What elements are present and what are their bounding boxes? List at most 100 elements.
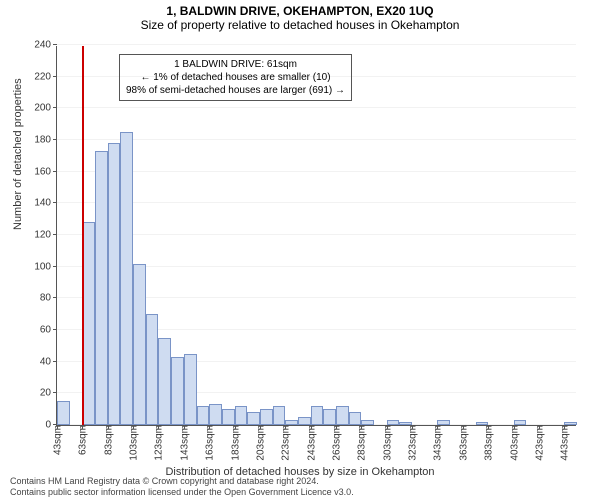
y-tick-mark xyxy=(53,139,57,140)
x-tick-mark xyxy=(108,425,109,429)
histogram-bar xyxy=(171,357,184,425)
histogram-bar xyxy=(108,143,121,425)
y-tick-label: 60 xyxy=(40,325,57,336)
y-tick-mark xyxy=(53,202,57,203)
x-tick-label: 423sqm xyxy=(532,425,545,461)
x-tick-label: 403sqm xyxy=(507,425,520,461)
gridline xyxy=(57,76,576,77)
x-tick-label: 223sqm xyxy=(279,425,292,461)
x-tick-mark xyxy=(235,425,236,429)
histogram-bar xyxy=(120,132,133,425)
x-tick-label: 123sqm xyxy=(152,425,165,461)
y-tick-label: 180 xyxy=(34,135,57,146)
x-tick-label: 163sqm xyxy=(203,425,216,461)
x-tick-label: 103sqm xyxy=(127,425,140,461)
y-tick-mark xyxy=(53,392,57,393)
x-tick-mark xyxy=(82,425,83,429)
x-tick-mark xyxy=(57,425,58,429)
y-tick-label: 240 xyxy=(34,40,57,51)
gridline xyxy=(57,139,576,140)
plot-area: 1 BALDWIN DRIVE: 61sqm ← 1% of detached … xyxy=(56,46,576,426)
y-tick-label: 140 xyxy=(34,198,57,209)
x-tick-mark xyxy=(437,425,438,429)
x-tick-label: 363sqm xyxy=(456,425,469,461)
x-tick-mark xyxy=(361,425,362,429)
x-tick-mark xyxy=(133,425,134,429)
footer-line1: Contains HM Land Registry data © Crown c… xyxy=(10,476,354,487)
y-tick-mark xyxy=(53,44,57,45)
x-tick-label: 263sqm xyxy=(330,425,343,461)
y-tick-mark xyxy=(53,234,57,235)
y-tick-mark xyxy=(53,107,57,108)
histogram-bar xyxy=(349,412,362,425)
x-tick-mark xyxy=(488,425,489,429)
y-tick-mark xyxy=(53,297,57,298)
annotation-box: 1 BALDWIN DRIVE: 61sqm ← 1% of detached … xyxy=(119,54,352,101)
footer-attribution: Contains HM Land Registry data © Crown c… xyxy=(10,476,354,498)
y-tick-label: 100 xyxy=(34,261,57,272)
histogram-bar xyxy=(235,406,248,425)
x-tick-mark xyxy=(412,425,413,429)
histogram-bar xyxy=(336,406,349,425)
y-tick-label: 40 xyxy=(40,356,57,367)
histogram-bar xyxy=(57,401,70,425)
y-axis-label: Number of detached properties xyxy=(12,78,24,230)
x-tick-mark xyxy=(285,425,286,429)
x-tick-mark xyxy=(387,425,388,429)
histogram-bar xyxy=(158,338,171,425)
x-tick-label: 203sqm xyxy=(253,425,266,461)
histogram-bar xyxy=(260,409,273,425)
gridline xyxy=(57,44,576,45)
histogram-bar xyxy=(146,314,159,425)
y-tick-label: 80 xyxy=(40,293,57,304)
x-tick-mark xyxy=(260,425,261,429)
y-tick-mark xyxy=(53,171,57,172)
x-tick-mark xyxy=(158,425,159,429)
y-tick-label: 200 xyxy=(34,103,57,114)
footer-line2: Contains public sector information licen… xyxy=(10,487,354,498)
x-tick-mark xyxy=(184,425,185,429)
x-tick-label: 43sqm xyxy=(51,425,64,455)
x-tick-label: 303sqm xyxy=(380,425,393,461)
y-tick-mark xyxy=(53,361,57,362)
x-tick-mark xyxy=(311,425,312,429)
x-tick-mark xyxy=(336,425,337,429)
histogram-bar xyxy=(273,406,286,425)
chart-title-desc: Size of property relative to detached ho… xyxy=(0,18,600,32)
y-tick-mark xyxy=(53,76,57,77)
x-tick-mark xyxy=(564,425,565,429)
y-tick-mark xyxy=(53,266,57,267)
x-tick-label: 323sqm xyxy=(406,425,419,461)
annotation-line1: 1 BALDWIN DRIVE: 61sqm xyxy=(126,58,345,71)
x-tick-mark xyxy=(209,425,210,429)
annotation-line2: ← 1% of detached houses are smaller (10) xyxy=(126,71,345,84)
y-tick-label: 120 xyxy=(34,230,57,241)
histogram-bar xyxy=(95,151,108,425)
x-tick-mark xyxy=(539,425,540,429)
x-tick-label: 283sqm xyxy=(355,425,368,461)
gridline xyxy=(57,202,576,203)
histogram-bar xyxy=(222,409,235,425)
y-tick-mark xyxy=(53,329,57,330)
x-tick-mark xyxy=(463,425,464,429)
histogram-bar xyxy=(311,406,324,425)
chart-area: 1 BALDWIN DRIVE: 61sqm ← 1% of detached … xyxy=(56,46,576,426)
x-tick-label: 243sqm xyxy=(304,425,317,461)
x-tick-label: 83sqm xyxy=(101,425,114,455)
x-tick-label: 343sqm xyxy=(431,425,444,461)
histogram-bar xyxy=(298,417,311,425)
histogram-bar xyxy=(133,264,146,426)
histogram-bar xyxy=(184,354,197,425)
y-tick-label: 20 xyxy=(40,388,57,399)
x-tick-label: 143sqm xyxy=(177,425,190,461)
histogram-bar xyxy=(197,406,210,425)
x-tick-label: 183sqm xyxy=(228,425,241,461)
x-tick-label: 63sqm xyxy=(76,425,89,455)
histogram-bar xyxy=(323,409,336,425)
y-tick-label: 220 xyxy=(34,71,57,82)
histogram-bar xyxy=(209,404,222,425)
x-tick-label: 383sqm xyxy=(482,425,495,461)
gridline xyxy=(57,107,576,108)
gridline xyxy=(57,234,576,235)
histogram-bar xyxy=(247,412,260,425)
